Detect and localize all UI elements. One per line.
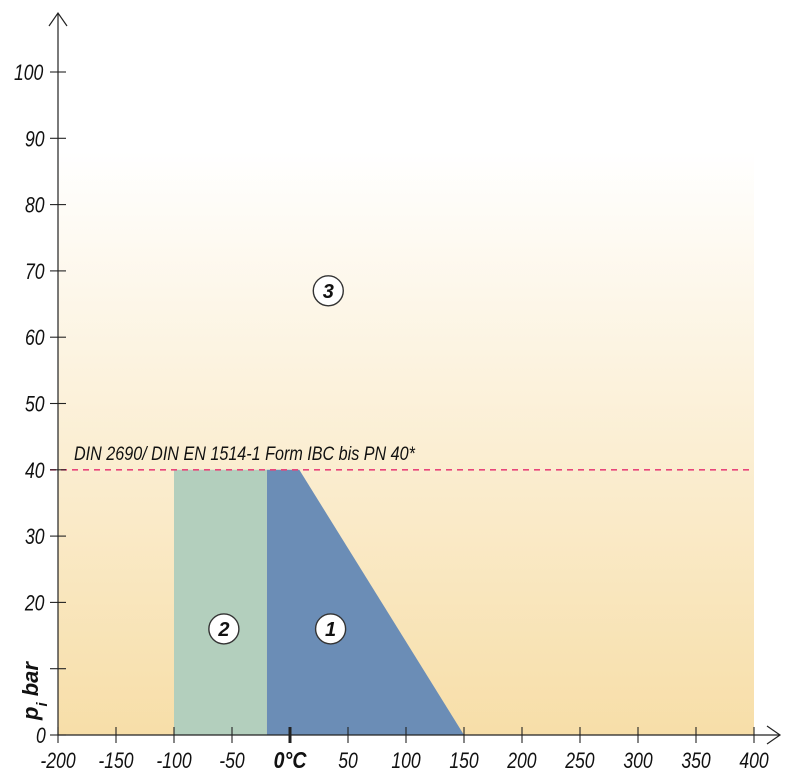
region-marker-2-circle [208,613,240,645]
x-tick-label: 50 [338,749,358,773]
y-tick-label: 90 [25,128,45,152]
x-tick-label: -50 [219,749,244,773]
y-tick-label: 50 [25,393,45,417]
region-marker-1-label: 1 [325,619,336,641]
x-tick-label: 300 [623,749,652,773]
y-tick-label: 80 [25,194,45,218]
y-tick-label: 60 [25,326,45,350]
y-tick-label: 20 [24,592,44,616]
x-axis-arrow [766,725,782,745]
region-2 [174,469,267,735]
y-axis-label-sub: i [34,702,51,707]
x-tick-label: -200 [40,749,75,773]
y-tick-label: 0 [36,724,46,748]
y-axis-label-unit: bar [18,661,43,703]
x-tick-label: 250 [564,749,594,773]
x-tick-label: -100 [156,749,191,773]
x-tick-label: 200 [506,749,536,773]
y-tick-label: 40 [25,459,45,483]
plot-background-top [58,45,754,152]
y-axis-arrow [48,11,68,27]
x-tick-label-zero: 0°C [274,748,307,774]
x-tick-label: 400 [739,749,768,773]
y-tick-label: 30 [25,525,45,549]
region-marker-1-circle [314,613,347,645]
region-1 [266,469,464,735]
region-marker-3-label: 3 [323,281,334,303]
region-marker-3-circle [312,275,344,307]
x-tick-label: 100 [391,749,420,773]
x-tick-label: 350 [681,749,710,773]
y-axis-label-main: p [18,707,43,721]
x-tick-label: -150 [98,749,133,773]
region-marker-2-label: 2 [217,619,229,641]
y-axis-label: pi bar [18,661,51,721]
y-tick-label: 100 [14,61,43,85]
reference-line-label: DIN 2690/ DIN EN 1514-1 Form IBC bis PN … [74,443,416,465]
x-tick-label: 150 [449,749,478,773]
y-tick-label: 70 [25,260,45,284]
